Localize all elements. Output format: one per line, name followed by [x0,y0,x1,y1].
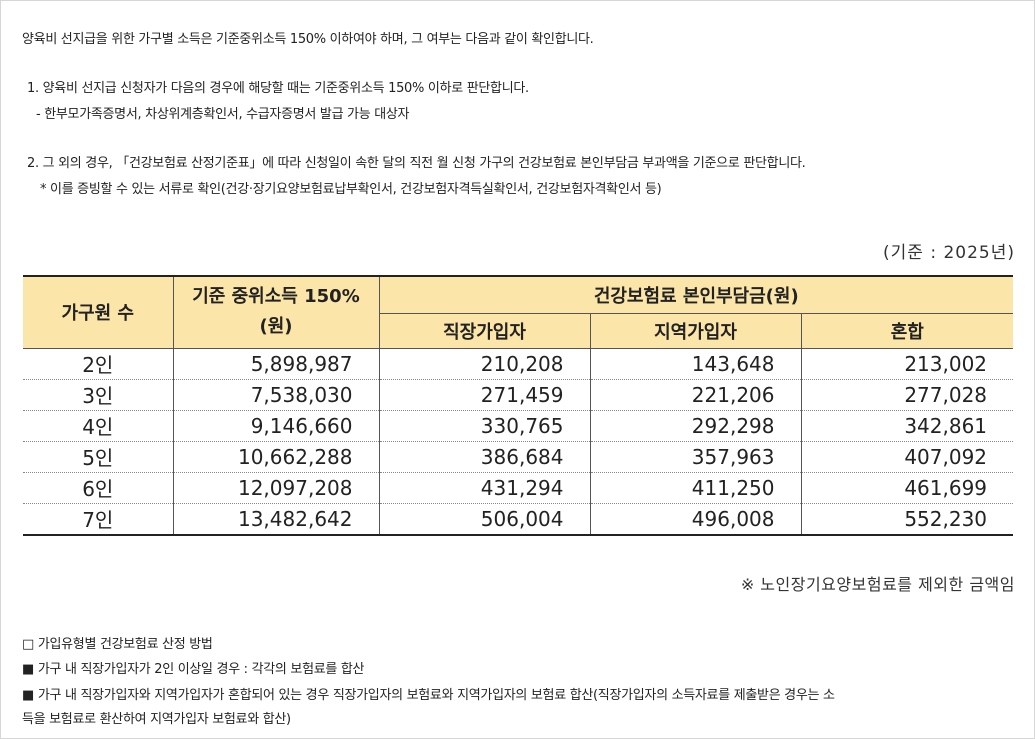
household-size-cell: 4인 [23,410,174,442]
household-size-cell: 7인 [23,503,174,536]
mixed-premium-cell: 552,230 [800,503,1014,536]
table-row: 4인 9,146,660 330,765 292,298 342,861 [23,410,1014,442]
regional-premium-cell: 496,008 [589,503,802,536]
mixed-premium-cell: 213,002 [800,348,1014,380]
employee-premium-cell: 431,294 [378,472,591,504]
intro-text: 양육비 선지급을 위한 가구별 소득은 기준중위소득 150% 이하여야 하며,… [22,32,594,47]
household-size-cell: 5인 [23,441,174,473]
header-median-income-label: 기준 중위소득 150%(원) [192,286,360,338]
regional-premium-cell: 292,298 [589,410,802,442]
median-income-cell: 7,538,030 [172,379,380,411]
mixed-premium-cell: 407,092 [800,441,1014,473]
regional-premium-cell: 221,206 [589,379,802,411]
median-income-cell: 10,662,288 [172,441,380,473]
household-size-cell: 2인 [23,348,174,380]
median-income-cell: 13,482,642 [172,503,380,536]
median-income-cell: 5,898,987 [172,348,380,380]
method-title: □ 가입유형별 건강보험료 산정 방법 [22,637,213,652]
basis-year-label: (기준 : 2025년) [883,243,1015,263]
household-size-cell: 6인 [23,472,174,504]
criterion-2: 2. 그 외의 경우, 「건강보험료 산정기준표」에 따라 신청일이 속한 달의… [27,156,806,171]
header-premium-group: 건강보험료 본인부담금(원) [378,275,1014,314]
table-row: 7인 13,482,642 506,004 496,008 552,230 [23,503,1014,536]
regional-premium-cell: 411,250 [589,472,802,504]
header-median-income: 기준 중위소득 150%(원) [172,275,380,349]
median-income-cell: 12,097,208 [172,472,380,504]
employee-premium-cell: 210,208 [378,348,591,380]
regional-premium-cell: 357,963 [589,441,802,473]
mixed-premium-cell: 461,699 [800,472,1014,504]
header-mixed: 혼합 [800,312,1014,349]
median-income-cell: 9,146,660 [172,410,380,442]
table-row: 5인 10,662,288 386,684 357,963 407,092 [23,441,1014,473]
header-regional: 지역가입자 [589,312,802,349]
table-row: 3인 7,538,030 271,459 221,206 277,028 [23,379,1014,411]
method-item: ■ 가구 내 직장가입자와 지역가입자가 혼합되어 있는 경우 직장가입자의 보… [22,688,835,703]
criterion-1-detail: - 한부모가족증명서, 차상위계층확인서, 수급자증명서 발급 가능 대상자 [36,107,410,122]
table-row: 2인 5,898,987 210,208 143,648 213,002 [23,348,1014,380]
table-row: 6인 12,097,208 431,294 411,250 461,699 [23,472,1014,504]
mixed-premium-cell: 277,028 [800,379,1014,411]
employee-premium-cell: 271,459 [378,379,591,411]
employee-premium-cell: 386,684 [378,441,591,473]
regional-premium-cell: 143,648 [589,348,802,380]
header-employee: 직장가입자 [379,312,591,349]
mixed-premium-cell: 342,861 [800,410,1014,442]
criterion-2-detail: * 이를 증빙할 수 있는 서류로 확인(건강·장기요양보험료납부확인서, 건강… [40,182,662,197]
method-item-continuation: 득을 보험료로 환산하여 지역가입자 보험료와 합산) [22,712,291,727]
table-footnote: ※ 노인장기요양보험료를 제외한 금액임 [740,575,1015,594]
household-size-cell: 3인 [23,379,174,411]
criterion-1: 1. 양육비 선지급 신청자가 다음의 경우에 해당할 때는 기준중위소득 15… [27,81,529,96]
method-item: ■ 가구 내 직장가입자가 2인 이상일 경우 : 각각의 보험료를 합산 [22,662,365,677]
employee-premium-cell: 506,004 [378,503,591,536]
income-premium-table: 가구원 수 기준 중위소득 150%(원) 건강보험료 본인부담금(원) 직장가… [23,275,1014,536]
header-household-size: 가구원 수 [23,275,174,349]
employee-premium-cell: 330,765 [378,410,591,442]
